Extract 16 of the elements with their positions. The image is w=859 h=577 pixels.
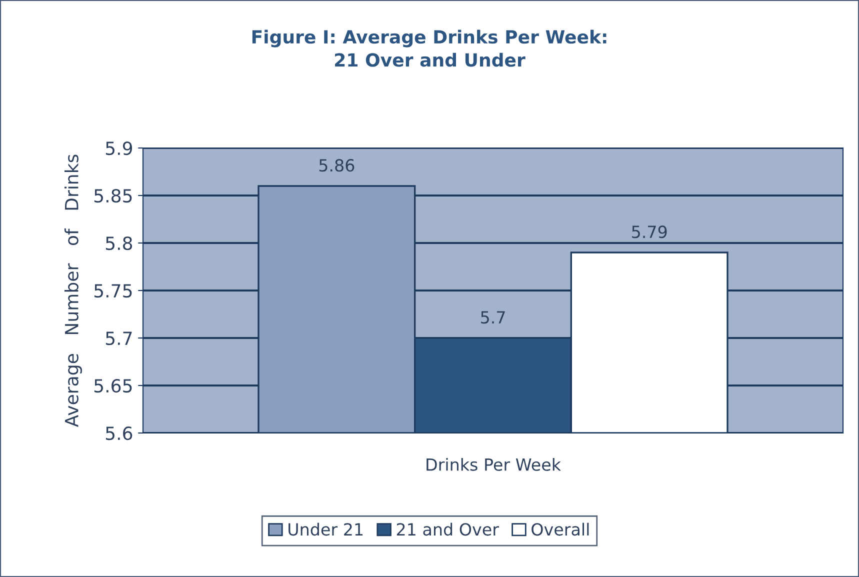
data-label: 5.79 <box>632 226 667 238</box>
y-tick-label: 5.8 <box>106 236 132 250</box>
legend-label: 21 and Over <box>396 522 499 536</box>
y-tick-label: 5.9 <box>106 141 132 156</box>
y-tick-label: 5.85 <box>94 188 132 203</box>
data-label: 5.86 <box>319 159 354 172</box>
legend-label: Under 21 <box>288 522 363 536</box>
x-tick-label: Drinks Per Week <box>426 458 561 471</box>
y-tick-label: 5.6 <box>106 426 132 440</box>
legend-label: Overall <box>532 522 589 536</box>
y-tick-label: 5.65 <box>94 378 132 393</box>
y-tick-label: 5.7 <box>106 332 132 346</box>
data-label: 5.7 <box>481 311 505 324</box>
y-axis-title: Average Number of Drinks <box>64 154 82 428</box>
chart-title: Figure I: Average Drinks Per Week: 21 Over and Under <box>252 30 606 67</box>
y-tick-label: 5.75 <box>94 284 132 298</box>
